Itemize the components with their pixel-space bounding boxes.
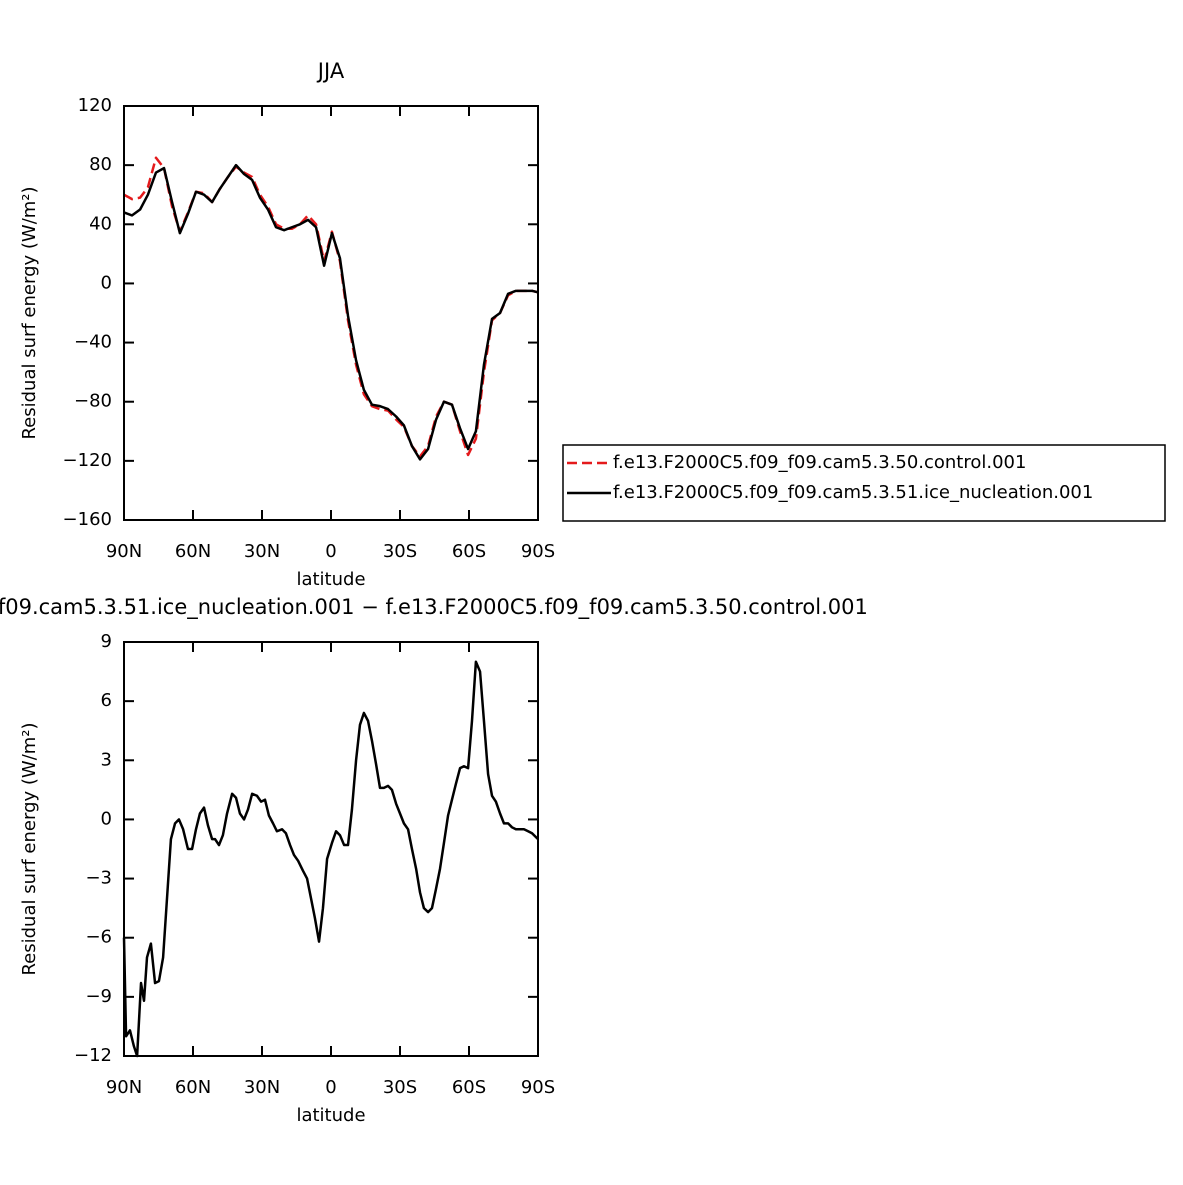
x-axis-label: latitude bbox=[296, 1105, 365, 1126]
x-tick-label: 90N bbox=[106, 541, 142, 562]
x-tick-label: 60N bbox=[175, 541, 211, 562]
data-line bbox=[123, 156, 539, 458]
x-tick-label: 90N bbox=[106, 1077, 142, 1098]
plot-frame bbox=[123, 641, 539, 1057]
x-tick-label: 90S bbox=[521, 1077, 555, 1098]
x-tick-label: 30N bbox=[244, 1077, 280, 1098]
x-tick-label: 0 bbox=[325, 1077, 336, 1098]
y-tick-label: −12 bbox=[74, 1045, 112, 1066]
chart-title: JJA bbox=[316, 59, 345, 83]
legend-label: f.e13.F2000C5.f09_f09.cam5.3.51.ice_nucl… bbox=[613, 482, 1093, 503]
x-tick-label: 0 bbox=[325, 541, 336, 562]
y-tick-label: 9 bbox=[101, 631, 112, 652]
y-tick-label: 0 bbox=[101, 272, 112, 293]
data-line bbox=[123, 163, 539, 461]
y-tick-label: −120 bbox=[63, 450, 112, 471]
data-line bbox=[122, 660, 539, 1058]
legend: f.e13.F2000C5.f09_f09.cam5.3.50.control.… bbox=[562, 444, 1166, 522]
x-tick-label: 30S bbox=[383, 1077, 417, 1098]
y-tick-label: −160 bbox=[63, 509, 112, 530]
y-tick-label: 80 bbox=[89, 154, 112, 175]
legend-label: f.e13.F2000C5.f09_f09.cam5.3.50.control.… bbox=[613, 452, 1026, 473]
y-tick-label: −9 bbox=[85, 986, 112, 1007]
y-tick-label: −3 bbox=[85, 868, 112, 889]
y-tick-label: 3 bbox=[101, 749, 112, 770]
y-tick-label: 0 bbox=[101, 808, 112, 829]
y-tick-label: −40 bbox=[74, 332, 112, 353]
y-tick-label: −80 bbox=[74, 391, 112, 412]
y-tick-label: 120 bbox=[78, 95, 112, 116]
x-tick-label: 30N bbox=[244, 541, 280, 562]
y-axis-label: Residual surf energy (W/m²) bbox=[19, 722, 40, 975]
y-tick-label: 40 bbox=[89, 213, 112, 234]
y-tick-label: −6 bbox=[85, 927, 112, 948]
chart-title: f.e13.F2000C5.f09_f09.cam5.3.51.ice_nucl… bbox=[0, 595, 868, 620]
plot-frame bbox=[123, 105, 539, 521]
legend-box bbox=[562, 444, 1166, 522]
y-tick-label: 6 bbox=[101, 690, 112, 711]
x-axis-label: latitude bbox=[296, 569, 365, 590]
x-tick-label: 30S bbox=[383, 541, 417, 562]
x-tick-label: 60S bbox=[452, 1077, 486, 1098]
x-tick-label: 60N bbox=[175, 1077, 211, 1098]
y-axis-label: Residual surf energy (W/m²) bbox=[19, 186, 40, 439]
x-tick-label: 90S bbox=[521, 541, 555, 562]
x-tick-label: 60S bbox=[452, 541, 486, 562]
